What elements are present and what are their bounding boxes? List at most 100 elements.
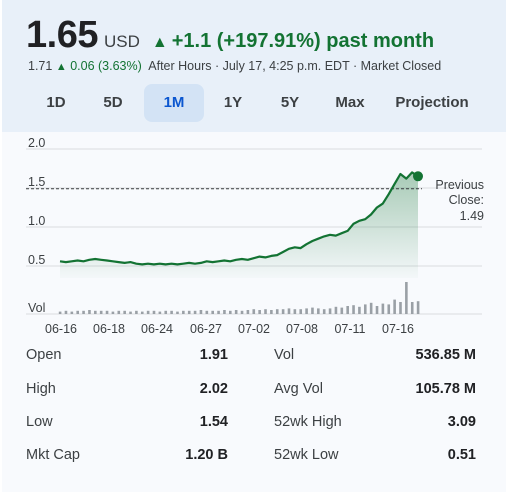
volume-bar (358, 306, 361, 314)
volume-bar (94, 310, 97, 314)
volume-bar (217, 310, 220, 314)
volume-bar (187, 310, 191, 314)
stat-label: High (26, 381, 56, 397)
stat-value: 1.91 (199, 347, 228, 363)
after-hours-info: After Hours · July 17, 4:25 p.m. EDT · M… (148, 59, 442, 73)
volume-bar (234, 310, 238, 314)
volume-bar (117, 310, 121, 314)
volume-bar (99, 310, 103, 314)
volume-bar (123, 310, 126, 314)
volume-bar (369, 302, 373, 314)
previous-close-value: 1.49 (460, 209, 484, 223)
up-arrow-icon: ▲ (151, 34, 168, 51)
after-hours-row: 1.71 ▲ 0.06 (3.63%) After Hours · July 1… (28, 59, 441, 73)
previous-close-label: Previous (435, 178, 484, 192)
volume-bar (363, 304, 367, 314)
volume-bar (105, 310, 109, 314)
volume-bar (416, 301, 420, 314)
volume-bar (240, 310, 244, 314)
stat-52wk-high: 52wk High 3.09 (26, 414, 486, 434)
x-tick-label: 07-02 (238, 322, 270, 336)
volume-bar (111, 311, 115, 314)
tab-5d[interactable]: 5D (103, 94, 123, 111)
y-tick-label: 1.5 (28, 175, 45, 189)
volume-bar (293, 309, 297, 314)
volume-bar (199, 310, 203, 314)
volume-bar (64, 310, 68, 314)
stat-value: 3.09 (447, 414, 476, 430)
stat-value: 1.54 (199, 414, 228, 430)
stat-low: Low 1.54 (26, 414, 486, 434)
volume-bar (340, 307, 344, 314)
x-tick-label: 07-08 (286, 322, 318, 336)
volume-bar (317, 308, 320, 314)
after-hours-up-arrow-icon: ▲ (55, 61, 67, 73)
tab-max[interactable]: Max (335, 94, 365, 111)
tab-1m[interactable]: 1M (144, 84, 204, 122)
volume-bar (205, 310, 209, 314)
x-tick-label: 07-16 (382, 322, 414, 336)
previous-close-label: Close: (449, 193, 484, 207)
x-tick-label: 06-27 (190, 322, 222, 336)
volume-bar (228, 310, 232, 314)
x-tick-label: 06-24 (141, 322, 173, 336)
stat-value: 536.85 M (415, 347, 476, 363)
volume-bar (311, 307, 314, 314)
y-tick-label: 0.5 (28, 253, 45, 267)
price-chart-area: 2.0 1.5 1.0 0.5 Vol Previous Close: 1.49 06-16 06… (2, 132, 506, 492)
volume-bar (223, 310, 226, 314)
time-range-tabs: 1D 5D 1M 1Y 5Y Max Projection (30, 84, 485, 122)
volume-bar (305, 308, 308, 314)
volume-bar (176, 311, 179, 314)
volume-bar (393, 299, 396, 314)
stat-label: Low (26, 414, 53, 430)
volume-bar (129, 311, 132, 314)
volume-bar (281, 309, 285, 314)
currency-label: USD (103, 32, 140, 51)
stat-value: 0.51 (447, 447, 476, 463)
price-row: 1.65 USD ▲ +1.1 (+197.91%) past month (26, 14, 434, 57)
stat-value: 1.20 B (185, 447, 228, 463)
price-change: ▲ +1.1 (+197.91%) past month (152, 30, 434, 53)
after-hours-change: 0.06 (3.63%) (70, 59, 142, 73)
tab-1d[interactable]: 1D (46, 94, 66, 111)
stat-value: 2.02 (199, 381, 228, 397)
stat-52wk-low: 52wk Low 0.51 (26, 447, 486, 467)
volume-bar (88, 310, 91, 314)
volume-bar (146, 310, 150, 314)
tab-projection[interactable]: Projection (395, 94, 469, 111)
volume-bar (328, 308, 332, 314)
x-tick-label: 07-11 (334, 322, 365, 336)
price-area-fill (60, 172, 418, 278)
volume-bar (352, 305, 355, 314)
stat-value: 105.78 M (415, 381, 476, 397)
y-tick-label: 2.0 (28, 136, 45, 150)
volume-bar (152, 310, 156, 314)
y-tick-label: 1.0 (28, 214, 45, 228)
volume-bar (270, 310, 273, 314)
stat-label: Vol (274, 347, 295, 363)
stat-avg-vol: Avg Vol 105.78 M (26, 381, 486, 401)
volume-bar (410, 302, 414, 314)
stat-label: 52wk High (274, 414, 342, 430)
tab-5y[interactable]: 5Y (280, 94, 300, 111)
volume-bar (58, 311, 62, 314)
stat-label: Mkt Cap (26, 447, 80, 463)
volume-bar (287, 308, 291, 314)
volume-bar (387, 304, 391, 314)
stat-label: Avg Vol (274, 381, 323, 397)
x-tick-label: 06-18 (93, 322, 125, 336)
tab-1y[interactable]: 1Y (223, 94, 243, 111)
volume-bar (211, 310, 214, 314)
stat-label: 52wk Low (274, 447, 339, 463)
volume-bar (375, 306, 379, 314)
volume-bar (381, 303, 385, 314)
volume-bar (70, 311, 74, 314)
volume-bar (405, 282, 408, 314)
stat-high: High 2.02 (26, 381, 486, 401)
volume-label: Vol (28, 301, 45, 315)
price-line (59, 171, 419, 266)
stat-vol: Vol 536.85 M (26, 347, 486, 367)
after-hours-price: 1.71 (28, 59, 53, 73)
